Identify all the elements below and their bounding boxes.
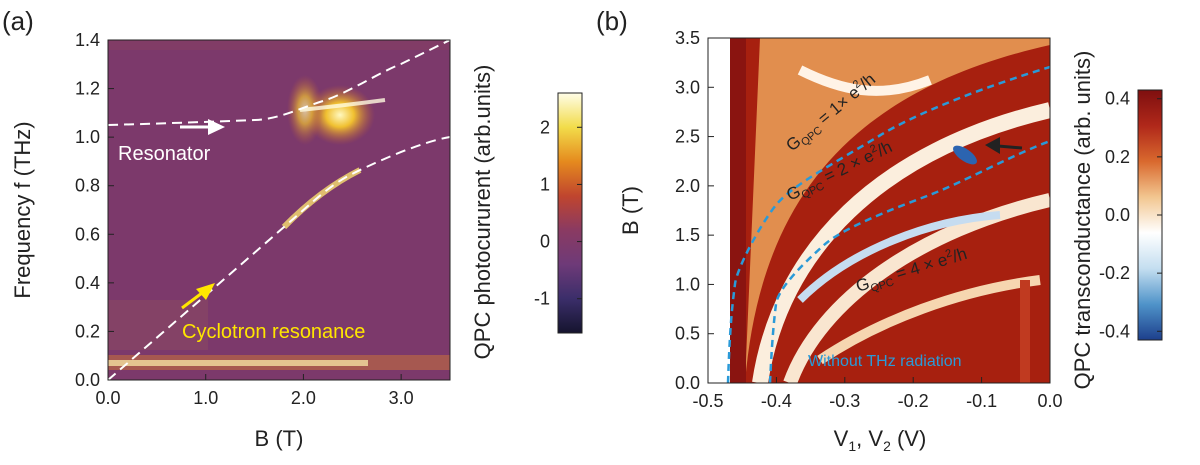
x-axis-label: V1, V2 (V)	[834, 426, 927, 454]
colorbar-label: QPC transconductance (arb. units)	[1070, 51, 1095, 390]
x-tick-label: 0.0	[95, 388, 120, 408]
x-tick-label: -0.3	[829, 391, 860, 411]
y-tick-label: 1.2	[75, 79, 100, 99]
y-tick-label: 2.5	[675, 127, 700, 147]
arrow	[985, 137, 1023, 154]
y-tick-label: 0.0	[75, 370, 100, 390]
annotation: Cyclotron resonance	[182, 321, 365, 343]
annotation: Without THz radiation	[808, 353, 962, 370]
colorbar-tick-label: 0.4	[1105, 89, 1130, 109]
heatmap-image	[108, 40, 450, 380]
y-tick-label: 3.5	[675, 28, 700, 48]
colorbar-tick-label: -0.4	[1099, 321, 1130, 341]
colorbar-tick-label: 2	[540, 117, 550, 137]
y-tick-label: 1.4	[75, 30, 100, 50]
colorbar-label: QPC photocururent (arb.units)	[470, 65, 495, 360]
arrow	[180, 119, 225, 135]
plot-frame	[107, 39, 451, 381]
y-tick-label: 0.4	[75, 273, 100, 293]
x-tick-label: -0.1	[966, 391, 997, 411]
x-tick-label: -0.4	[761, 391, 792, 411]
annotation-part: 2	[944, 247, 953, 260]
x-tick-label: 0.0	[1037, 391, 1062, 411]
annotation-part: /h	[950, 244, 969, 266]
x-tick-label: 2.0	[291, 388, 316, 408]
y-tick-label: 0.5	[675, 324, 700, 344]
x-tick-label: 1.0	[193, 388, 218, 408]
colorbar-tick-label: 0.2	[1105, 147, 1130, 167]
colorbar-tick-label: -1	[534, 289, 550, 309]
x-tick-label: 3.0	[389, 388, 414, 408]
arrow	[181, 283, 215, 310]
guide-curves	[726, 65, 1051, 384]
x-axis-label-part: 1	[848, 438, 856, 454]
colorbar-tick-label: 0.0	[1105, 205, 1130, 225]
y-tick-label: 0.2	[75, 321, 100, 341]
x-axis-label-part: (V)	[891, 426, 926, 451]
annotation: Resonator	[118, 143, 211, 165]
y-tick-label: 0.0	[675, 373, 700, 393]
y-tick-label: 1.5	[675, 225, 700, 245]
y-axis-label: B (T)	[618, 186, 643, 235]
colorbar	[557, 92, 583, 334]
y-tick-label: 1.0	[75, 127, 100, 147]
colorbar-tick-label: -0.2	[1099, 263, 1130, 283]
x-axis-label-part: V	[834, 426, 849, 451]
y-tick-label: 0.8	[75, 176, 100, 196]
y-tick-label: 3.0	[675, 77, 700, 97]
colorbar-tick-label: 0	[540, 232, 550, 252]
colorbar-tick-label: 1	[540, 174, 550, 194]
panel-label: (b)	[596, 6, 628, 36]
y-tick-label: 1.0	[675, 274, 700, 294]
fit-curves	[107, 39, 451, 381]
y-axis-label: Frequency f (THz)	[10, 121, 35, 298]
y-tick-label: 0.6	[75, 224, 100, 244]
y-tick-label: 2.0	[675, 176, 700, 196]
annotation-part: G	[854, 274, 872, 296]
panel-label: (a)	[2, 6, 34, 36]
x-axis-label-part: 2	[883, 438, 891, 454]
x-tick-label: -0.5	[692, 391, 723, 411]
heatmap-image	[708, 38, 1050, 383]
annotation-part: 2	[868, 142, 879, 155]
x-tick-label: -0.2	[898, 391, 929, 411]
x-axis-label-part: , V	[856, 426, 883, 451]
x-axis-label: B (T)	[255, 426, 304, 451]
plot-frame	[707, 37, 1051, 384]
